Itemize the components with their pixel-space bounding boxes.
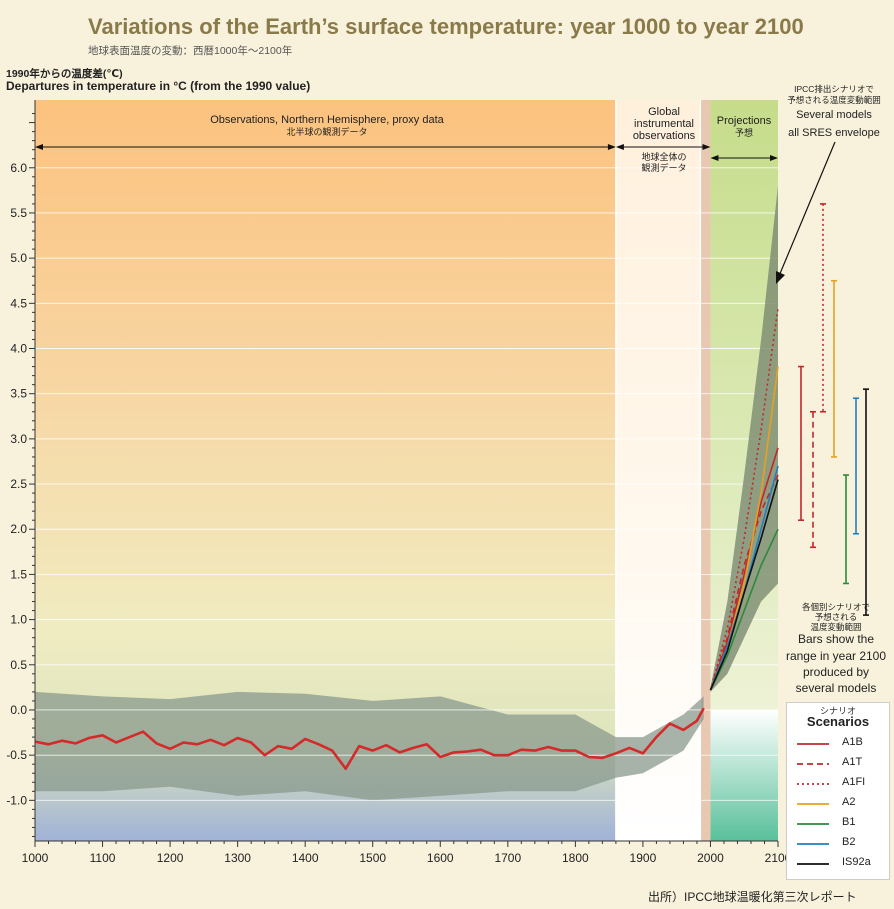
period-projections-lower: [710, 709, 778, 841]
x-tick-label: 1100: [90, 851, 116, 865]
x-tick-label: 2100: [765, 851, 792, 865]
global-label-1: Global: [648, 106, 680, 118]
y-tick-label: -1.0: [6, 793, 27, 807]
series-line-a1b: [709, 447, 779, 691]
legend-label: IS92a: [842, 856, 871, 868]
bars-label-jp-3: 温度変動範囲: [810, 622, 861, 632]
bars-label-4: several models: [796, 681, 877, 695]
y-tick-label: 5.5: [10, 206, 27, 220]
x-tick-label: 1500: [359, 851, 386, 865]
bars-label-2: range in year 2100: [786, 649, 886, 663]
y-tick-label: 3.0: [10, 432, 27, 446]
y-tick-label: 1.0: [10, 613, 27, 627]
projections-span-arrow-head-right: [770, 155, 778, 161]
observations-span-arrow-head-left: [35, 144, 43, 150]
projections-label: Projections: [717, 115, 772, 127]
x-tick-label: 1200: [157, 851, 184, 865]
range-bar-a1t: [810, 410, 816, 549]
bars-label-1: Bars show the: [798, 632, 874, 646]
legend-label: A1FI: [842, 776, 866, 788]
x-tick-label: 1600: [427, 851, 454, 865]
ipcc-label-jp-2: 予想される温度変動範囲: [787, 95, 881, 105]
chart-subtitle-jp: 地球表面温度の変動：西暦1000年〜2100年: [88, 45, 293, 57]
bars-label-3: produced by: [803, 665, 869, 679]
y-tick-label: 4.0: [10, 342, 27, 356]
y-tick-label: 4.5: [10, 296, 27, 310]
x-tick-label: 1700: [494, 851, 521, 865]
legend-label: A2: [842, 796, 856, 808]
legend-label: A1B: [842, 736, 863, 748]
range-bar-b1: [843, 474, 849, 585]
observations-span-arrow-head-right: [607, 144, 616, 150]
series-line-b1: [709, 528, 779, 691]
range-bar-is92a: [863, 388, 869, 616]
source-note: 出所）IPCC地球温暖化第三次レポート: [648, 890, 857, 904]
legend-swatch: [797, 763, 829, 765]
envelope-pointer-arrowhead: [776, 271, 785, 284]
legend-swatch: [797, 803, 829, 805]
bars-label-jp-2: 予想される: [815, 612, 858, 622]
global-label-3: observations: [633, 130, 696, 142]
y-axis-label: Departures in temperature in °C (from th…: [6, 79, 311, 93]
envelope-pointer: [778, 141, 836, 277]
legend-swatch: [797, 783, 829, 785]
range-bar-a1fi: [820, 203, 826, 413]
y-tick-label: 5.0: [10, 251, 27, 265]
range-bar-a2: [831, 279, 837, 458]
y-axis-label-jp: 1990年からの温度差(℃): [6, 68, 123, 80]
x-tick-label: 1800: [562, 851, 589, 865]
y-tick-label: 0.0: [10, 703, 27, 717]
legend-title-jp: シナリオ: [819, 706, 856, 716]
projections-label-jp: 予想: [735, 127, 753, 138]
observations-label: Observations, Northern Hemisphere, proxy…: [210, 114, 444, 126]
range-bar-b2: [853, 397, 859, 535]
legend-label: A1T: [842, 756, 863, 768]
instrumental-span-arrow-head-right: [702, 144, 711, 150]
y-tick-label: 0.5: [10, 658, 27, 672]
legend-swatch: [797, 863, 829, 865]
global-label-2: instrumental: [634, 118, 694, 130]
legend-swatch: [797, 843, 829, 845]
x-tick-label: 1300: [224, 851, 251, 865]
legend-label: B1: [842, 816, 856, 828]
range-bar-a1b: [798, 365, 804, 522]
y-tick-label: 6.0: [10, 161, 27, 175]
y-tick-label: 1.5: [10, 567, 27, 581]
series-line-a1fi: [709, 307, 779, 691]
bars-label-jp-1: 各個別シナリオで: [802, 602, 870, 612]
y-tick-label: 2.0: [10, 522, 27, 536]
global-label-jp-1: 地球全体の: [641, 151, 686, 162]
uncertainty-band-area: [35, 691, 704, 801]
x-tick-label: 1900: [630, 851, 657, 865]
global-label-jp-2: 観測データ: [641, 162, 686, 173]
chart-title: Variations of the Earth’s surface temper…: [88, 14, 804, 39]
transition-strip: [700, 100, 711, 841]
series-line-is92a: [709, 479, 779, 691]
ipcc-label-jp-1: IPCC排出シナリオで: [794, 84, 874, 94]
axes: -1.0 -0.5 0.0 0.5 1.0 1.5 2.0 2.5 3.0 3.5 4.0 4.5 5.…: [6, 100, 792, 865]
y-tick-label: 2.5: [10, 477, 27, 491]
instrumental-span-arrow-head-left: [615, 144, 624, 150]
x-tick-label: 1000: [22, 851, 49, 865]
observations-label-jp: 北半球の観測データ: [286, 126, 367, 137]
series-line-northern-hemisphere-proxy-instrumental-: [34, 707, 705, 770]
projections-span-arrow-head-left: [710, 155, 719, 161]
grid-lines: [35, 167, 778, 801]
legend-label: B2: [842, 836, 856, 848]
scenarios-legend: シナリオ Scenarios A1B A1T A1FI A2 B1 B2 IS92a: [786, 702, 890, 880]
sres-envelope-label: all SRES envelope: [788, 127, 880, 139]
legend-swatch: [797, 823, 829, 825]
several-models-label: Several models: [796, 109, 872, 121]
legend-swatch: [797, 743, 829, 745]
legend-title: Scenarios: [806, 714, 870, 729]
y-tick-label: 3.5: [10, 387, 27, 401]
x-tick-label: 1400: [292, 851, 319, 865]
y-tick-label: -0.5: [6, 748, 27, 762]
uncertainty-band: [35, 691, 704, 801]
x-tick-label: 2000: [697, 851, 724, 865]
